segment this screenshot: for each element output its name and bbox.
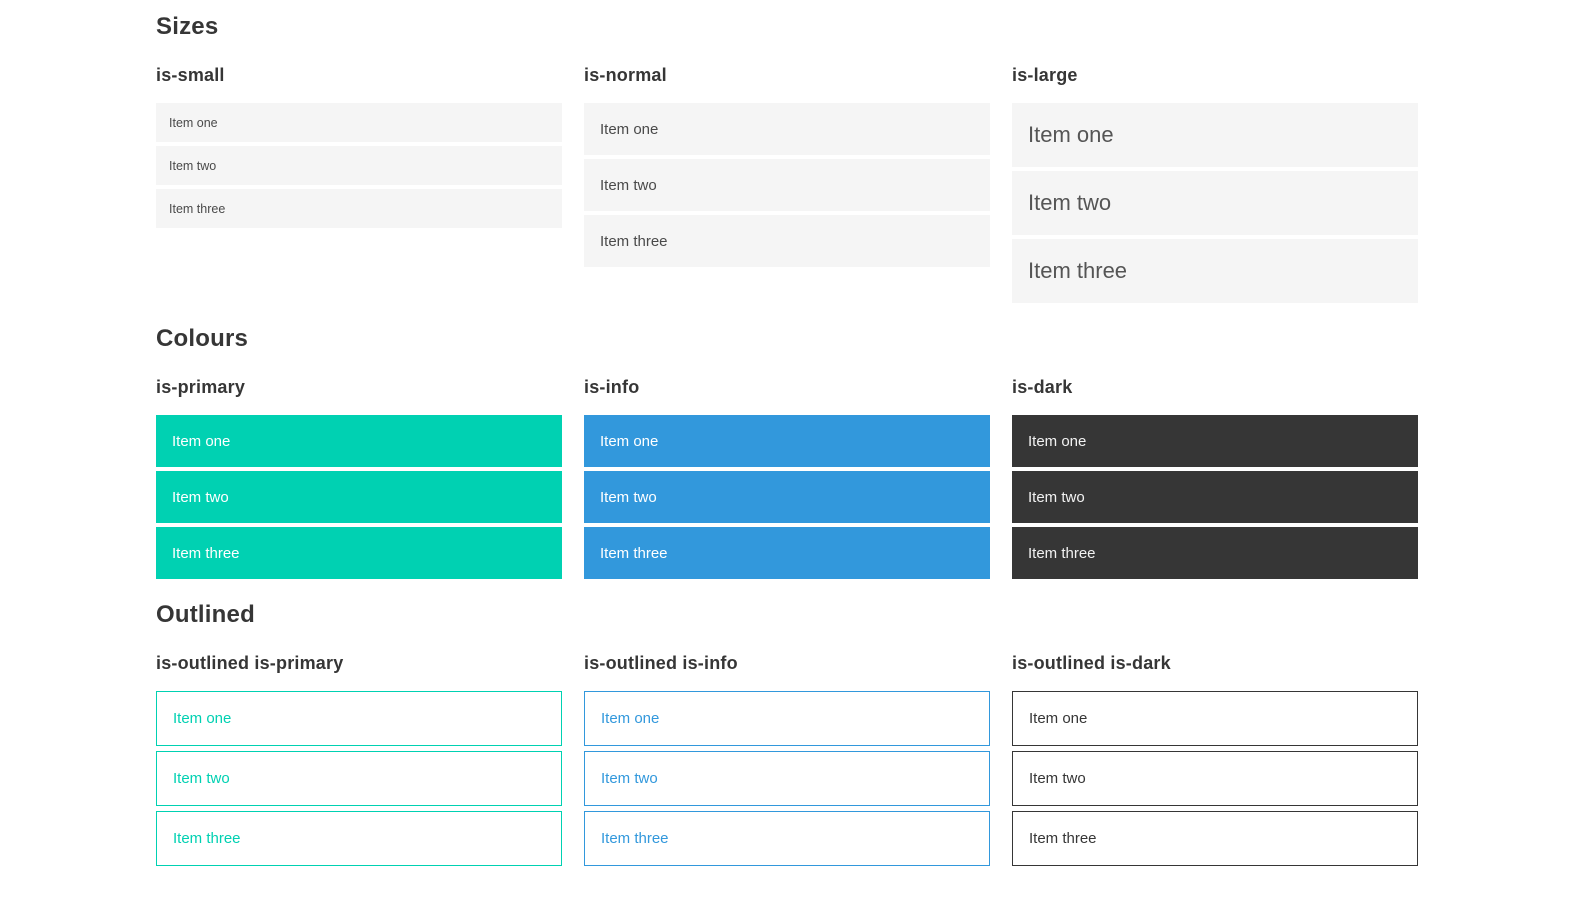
list-item[interactable]: Item three [584, 527, 990, 579]
list-item[interactable]: Item one [1012, 415, 1418, 467]
colours-row: is-primary Item one Item two Item three … [156, 375, 1418, 579]
item-list: Item one Item two Item three [1012, 415, 1418, 579]
list-item[interactable]: Item two [1012, 471, 1418, 523]
list-item[interactable]: Item two [156, 751, 562, 806]
section-title: Outlined [156, 601, 255, 628]
list-item[interactable]: Item three [156, 189, 562, 228]
list-item[interactable]: Item one [1012, 103, 1418, 167]
list-item[interactable]: Item three [1012, 527, 1418, 579]
list-item[interactable]: Item three [584, 811, 990, 866]
group-is-small: is-small Item one Item two Item three [156, 63, 562, 303]
section-outlined: Outlined is-outlined is-primary Item one… [156, 601, 1418, 866]
list-item[interactable]: Item two [156, 146, 562, 185]
list-item[interactable]: Item one [1012, 691, 1418, 746]
list-item[interactable]: Item one [156, 691, 562, 746]
item-list: Item one Item two Item three [1012, 691, 1418, 866]
outlined-row: is-outlined is-primary Item one Item two… [156, 651, 1418, 866]
item-list: Item one Item two Item three [1012, 103, 1418, 303]
list-item[interactable]: Item two [1012, 171, 1418, 235]
list-item[interactable]: Item two [584, 471, 990, 523]
group-label: is-primary [156, 377, 246, 397]
list-item[interactable]: Item two [156, 471, 562, 523]
list-item[interactable]: Item three [156, 527, 562, 579]
group-is-info: is-info Item one Item two Item three [584, 375, 990, 579]
list-item[interactable]: Item three [584, 215, 990, 267]
group-label: is-outlined is-info [584, 653, 738, 673]
list-item[interactable]: Item one [156, 103, 562, 142]
group-label: is-info [584, 377, 640, 397]
item-list: Item one Item two Item three [156, 103, 562, 228]
component-demo-page: Sizes is-small Item one Item two Item th… [156, 13, 1418, 866]
group-label: is-outlined is-dark [1012, 653, 1171, 673]
group-label: is-dark [1012, 377, 1073, 397]
sizes-row: is-small Item one Item two Item three is… [156, 63, 1418, 303]
group-label: is-large [1012, 65, 1078, 85]
group-label: is-small [156, 65, 225, 85]
item-list: Item one Item two Item three [156, 691, 562, 866]
item-list: Item one Item two Item three [584, 415, 990, 579]
list-item[interactable]: Item three [156, 811, 562, 866]
list-item[interactable]: Item two [1012, 751, 1418, 806]
list-item[interactable]: Item three [1012, 811, 1418, 866]
item-list: Item one Item two Item three [156, 415, 562, 579]
section-sizes: Sizes is-small Item one Item two Item th… [156, 13, 1418, 303]
list-item[interactable]: Item one [584, 691, 990, 746]
group-is-outlined-is-primary: is-outlined is-primary Item one Item two… [156, 651, 562, 866]
group-label: is-normal [584, 65, 667, 85]
group-is-dark: is-dark Item one Item two Item three [1012, 375, 1418, 579]
list-item[interactable]: Item three [1012, 239, 1418, 303]
group-is-primary: is-primary Item one Item two Item three [156, 375, 562, 579]
list-item[interactable]: Item two [584, 159, 990, 211]
group-is-outlined-is-info: is-outlined is-info Item one Item two It… [584, 651, 990, 866]
item-list: Item one Item two Item three [584, 103, 990, 267]
group-is-large: is-large Item one Item two Item three [1012, 63, 1418, 303]
group-is-normal: is-normal Item one Item two Item three [584, 63, 990, 303]
list-item[interactable]: Item two [584, 751, 990, 806]
list-item[interactable]: Item one [156, 415, 562, 467]
group-label: is-outlined is-primary [156, 653, 344, 673]
section-title: Colours [156, 325, 249, 352]
item-list: Item one Item two Item three [584, 691, 990, 866]
list-item[interactable]: Item one [584, 103, 990, 155]
section-colours: Colours is-primary Item one Item two Ite… [156, 325, 1418, 579]
section-title: Sizes [156, 13, 219, 40]
list-item[interactable]: Item one [584, 415, 990, 467]
group-is-outlined-is-dark: is-outlined is-dark Item one Item two It… [1012, 651, 1418, 866]
